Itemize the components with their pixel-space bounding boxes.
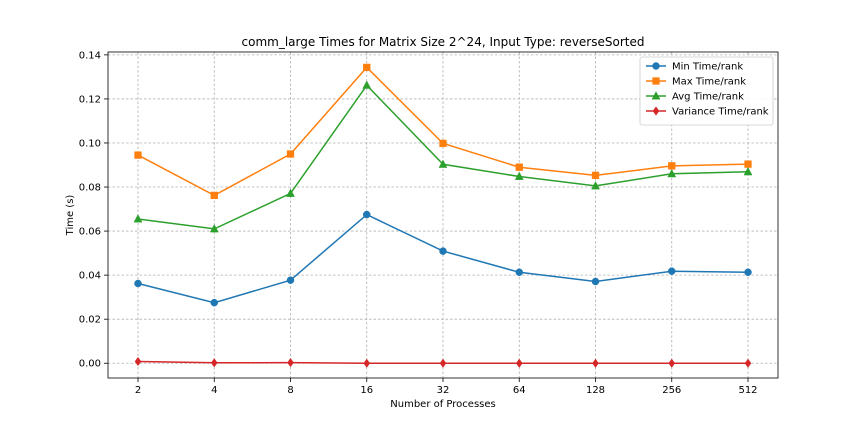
y-tick-label: 0.00 bbox=[79, 359, 101, 370]
data-point bbox=[363, 63, 371, 72]
legend-marker bbox=[652, 106, 660, 116]
data-point bbox=[362, 80, 372, 89]
data-point bbox=[210, 298, 218, 307]
legend-marker bbox=[651, 91, 661, 100]
data-point bbox=[744, 268, 752, 277]
data-point bbox=[515, 163, 523, 171]
legend-item: Min Time/rank bbox=[646, 62, 743, 73]
legend-item: Variance Time/rank bbox=[646, 106, 769, 118]
x-tick-label: 16 bbox=[360, 385, 373, 396]
data-point bbox=[287, 357, 294, 368]
data-point bbox=[439, 139, 447, 148]
legend-label: Min Time/rank bbox=[672, 62, 743, 73]
data-point bbox=[363, 358, 371, 368]
data-point bbox=[439, 247, 447, 255]
data-point bbox=[591, 171, 600, 180]
legend-marker bbox=[652, 77, 660, 85]
data-point bbox=[134, 151, 142, 159]
y-axis-label: Time (s) bbox=[65, 195, 76, 237]
ticks: 2 4 8 16 32 64 128 256 512 0.00 0.02 0.04 0.06 0.08 0.… bbox=[79, 50, 758, 396]
legend-box bbox=[639, 56, 774, 126]
x-tick-label: 8 bbox=[287, 385, 293, 396]
data-point bbox=[133, 214, 143, 223]
data-point bbox=[515, 358, 523, 368]
data-point bbox=[209, 224, 219, 233]
x-tick-label: 64 bbox=[513, 385, 526, 396]
data-point bbox=[591, 181, 600, 190]
legend-label: Avg Time/rank bbox=[672, 92, 744, 103]
chart-title: comm_large Times for Matrix Size 2^24, I… bbox=[242, 35, 645, 49]
data-point bbox=[210, 358, 218, 368]
y-tick-label: 0.02 bbox=[79, 315, 101, 326]
legend-marker bbox=[652, 62, 660, 70]
data-point bbox=[667, 168, 677, 178]
legend-label: Variance Time/rank bbox=[672, 107, 769, 118]
x-tick-label: 4 bbox=[211, 385, 217, 396]
data-point bbox=[286, 150, 295, 158]
data-point bbox=[286, 188, 295, 197]
y-tick-label: 0.12 bbox=[79, 94, 101, 105]
data-point bbox=[744, 358, 752, 368]
data-point bbox=[438, 159, 448, 168]
series-layer bbox=[133, 63, 753, 368]
y-tick-label: 0.10 bbox=[79, 138, 101, 149]
data-point bbox=[668, 267, 676, 275]
data-point bbox=[592, 358, 599, 368]
series-min-time-rank bbox=[134, 210, 752, 307]
y-tick-label: 0.04 bbox=[79, 271, 101, 282]
data-point bbox=[134, 279, 142, 288]
y-tick-label: 0.14 bbox=[79, 50, 101, 61]
legend-item: Max Time/rank bbox=[646, 77, 746, 88]
x-tick-label: 32 bbox=[437, 385, 450, 396]
data-point bbox=[591, 277, 600, 286]
series-avg-time-rank bbox=[133, 80, 753, 233]
data-point bbox=[668, 358, 676, 368]
legend: Min Time/rank Max Time/rank Avg Time/rank V… bbox=[639, 56, 774, 126]
data-point bbox=[514, 171, 524, 180]
x-tick-label: 256 bbox=[662, 385, 681, 396]
legend-label: Max Time/rank bbox=[672, 77, 746, 88]
x-axis-label: Number of Processes bbox=[390, 399, 495, 410]
data-point bbox=[744, 160, 752, 168]
data-point bbox=[743, 166, 753, 176]
x-tick-label: 128 bbox=[586, 385, 605, 396]
series-variance-time-rank bbox=[134, 356, 752, 368]
legend-item: Avg Time/rank bbox=[646, 91, 744, 103]
data-point bbox=[668, 162, 676, 170]
data-point bbox=[134, 356, 142, 367]
y-tick-label: 0.06 bbox=[79, 227, 101, 238]
data-point bbox=[363, 210, 371, 219]
data-point bbox=[210, 191, 218, 200]
data-point bbox=[286, 276, 295, 284]
x-tick-label: 512 bbox=[738, 385, 757, 396]
x-tick-label: 2 bbox=[135, 385, 141, 396]
y-tick-label: 0.08 bbox=[79, 183, 101, 194]
data-point bbox=[515, 268, 523, 277]
data-point bbox=[439, 358, 447, 368]
series-max-time-rank bbox=[134, 63, 752, 200]
